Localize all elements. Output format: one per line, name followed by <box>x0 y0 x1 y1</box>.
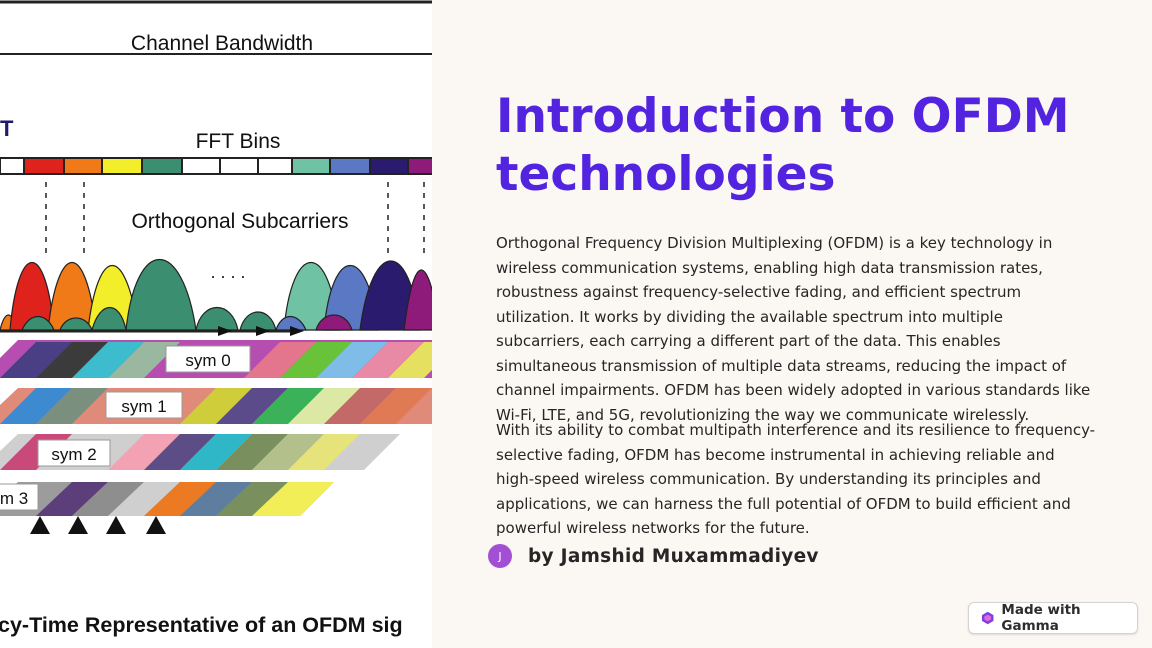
fft-bins <box>0 157 432 175</box>
gamma-logo-icon <box>981 611 994 625</box>
dots-label: . . . . <box>210 262 245 282</box>
avatar: J <box>488 544 512 568</box>
made-with-gamma-button[interactable]: Made with Gamma <box>968 602 1138 634</box>
t-label: T <box>0 116 14 141</box>
pilot-markers <box>30 516 166 534</box>
intro-paragraph: Orthogonal Frequency Division Multiplexi… <box>496 234 1091 424</box>
guide-lines <box>45 182 425 258</box>
subcarriers-label: Orthogonal Subcarriers <box>131 210 348 233</box>
author-line: J by Jamshid Muxammadiyev <box>488 544 819 568</box>
ofdm-figure: Channel Bandwidth T FFT Bins Orthogonal … <box>0 0 432 648</box>
ofdm-diagram: Channel Bandwidth T FFT Bins Orthogonal … <box>0 0 432 637</box>
slide-title: Introduction to OFDM technologies <box>496 89 1070 202</box>
slide-content: Introduction to OFDM technologies Orthog… <box>496 88 1096 541</box>
sym0-label: sym 0 <box>185 351 230 370</box>
badge-label: Made with Gamma <box>1001 602 1081 634</box>
fft-label: FFT Bins <box>196 130 281 153</box>
sym1-label: sym 1 <box>121 397 166 416</box>
closing-paragraph: With its ability to combat multipath int… <box>496 421 1096 537</box>
figure-caption: cy-Time Representative of an OFDM sig <box>0 613 403 637</box>
sym2-label: sym 2 <box>51 445 96 464</box>
sym3-label: m 3 <box>0 489 28 508</box>
bandwidth-label: Channel Bandwidth <box>131 32 313 55</box>
author-name: by Jamshid Muxammadiyev <box>528 545 819 567</box>
symbol-labels: sym 0 sym 1 sym 2 m 3 <box>0 345 251 511</box>
